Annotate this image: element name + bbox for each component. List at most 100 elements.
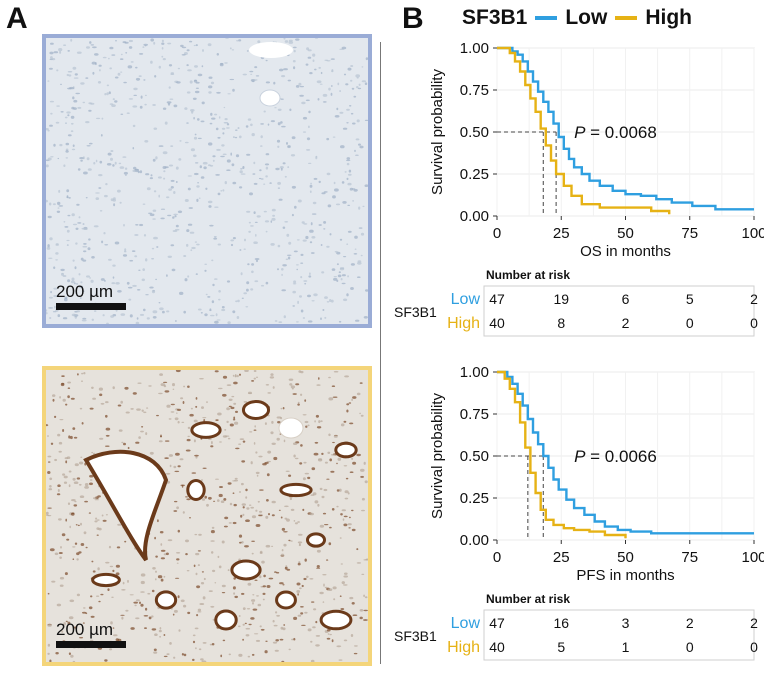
tissue-nucleus (58, 441, 63, 445)
scale-bar-label: 200 µm (56, 620, 114, 639)
tissue-nucleus (355, 138, 360, 141)
tissue-nucleus (170, 72, 174, 75)
tissue-nucleus (359, 609, 364, 612)
risk-table-title: Number at risk (486, 268, 570, 282)
tissue-nucleus (67, 502, 71, 505)
tissue-nucleus (326, 637, 331, 640)
tissue-nucleus (299, 94, 304, 97)
tissue-nucleus (52, 311, 57, 313)
tissue-nucleus (255, 524, 261, 527)
tissue-nucleus (283, 315, 286, 319)
tissue-nucleus (167, 102, 171, 106)
tissue-nucleus (290, 385, 296, 389)
tissue-nucleus (122, 156, 127, 158)
x-tick-label: 25 (553, 225, 570, 242)
tissue-nucleus (105, 427, 111, 431)
tissue-nucleus (320, 244, 323, 246)
tissue-nucleus (194, 65, 198, 68)
tissue-nucleus (276, 437, 280, 441)
tissue-nucleus (93, 161, 96, 165)
tissue-nucleus (251, 599, 256, 602)
tissue-nucleus (303, 461, 307, 464)
tissue-nucleus (95, 117, 101, 120)
panel-divider (380, 42, 381, 664)
tissue-nucleus (356, 119, 360, 123)
tissue-nucleus (265, 175, 268, 178)
tissue-nucleus (152, 104, 156, 106)
tissue-nucleus (301, 221, 305, 224)
tissue-nucleus (205, 293, 208, 296)
tissue-nucleus (270, 243, 275, 246)
tissue-nucleus (128, 98, 134, 100)
tissue-nucleus (268, 577, 274, 580)
tissue-nucleus (282, 162, 286, 165)
tissue-nucleus (346, 159, 351, 162)
tissue-nucleus (354, 149, 356, 152)
tissue-nucleus (332, 136, 336, 138)
tissue-nucleus (230, 406, 235, 410)
tissue-nucleus (47, 157, 52, 161)
tissue-nucleus (161, 55, 164, 58)
tissue-nucleus (66, 229, 70, 233)
tissue-nucleus (83, 607, 86, 609)
tissue-nucleus (324, 316, 327, 319)
tissue-nucleus (61, 630, 64, 633)
tissue-nucleus (213, 500, 216, 502)
tissue-nucleus (346, 403, 350, 406)
tissue-nucleus (327, 451, 331, 454)
tissue-nucleus (46, 514, 49, 516)
tissue-nucleus (346, 243, 349, 245)
tissue-nucleus (81, 319, 87, 322)
tissue-nucleus (344, 490, 349, 494)
tissue-nucleus (124, 540, 127, 543)
tissue-nucleus (282, 627, 286, 631)
tissue-nucleus (240, 173, 246, 175)
tissue-nucleus (46, 199, 48, 203)
tissue-nucleus (212, 155, 216, 158)
tissue-nucleus (195, 162, 199, 164)
tissue-nucleus (228, 398, 233, 401)
tissue-nucleus (278, 509, 281, 511)
tissue-nucleus (255, 451, 258, 454)
tissue-nucleus (339, 111, 344, 114)
tissue-nucleus (291, 136, 296, 140)
tissue-nucleus (99, 160, 103, 164)
tissue-nucleus (142, 46, 145, 48)
tissue-nucleus (82, 259, 87, 262)
tissue-nucleus (277, 187, 281, 189)
tissue-nucleus (115, 40, 117, 42)
tissue-nucleus (248, 623, 252, 626)
tissue-nucleus (249, 70, 254, 73)
tissue-nucleus (240, 514, 243, 518)
tissue-nucleus (72, 259, 75, 262)
tissue-nucleus (72, 660, 76, 662)
tissue-nucleus (258, 177, 262, 180)
tissue-nucleus (111, 54, 116, 56)
tissue-nucleus (172, 216, 175, 219)
tissue-nucleus (326, 478, 330, 480)
tissue-nucleus (159, 627, 162, 630)
tissue-nucleus (265, 153, 270, 156)
tissue-nucleus (74, 73, 78, 76)
tissue-nucleus (271, 420, 274, 424)
tissue-nucleus (175, 370, 181, 373)
tissue-nucleus (101, 514, 104, 517)
tissue-nucleus (220, 62, 224, 65)
tissue-nucleus (232, 586, 236, 590)
tissue-nucleus (323, 228, 326, 230)
tissue-nucleus (80, 522, 82, 526)
tissue-nucleus (259, 625, 262, 628)
tissue-nucleus (353, 253, 358, 255)
tissue-nucleus (47, 507, 52, 509)
tissue-nucleus (173, 656, 176, 659)
tissue-nucleus (149, 213, 155, 217)
tissue-nucleus (58, 552, 63, 554)
tissue-nucleus (159, 307, 164, 311)
tissue-nucleus (181, 54, 186, 56)
tissue-nucleus (364, 596, 368, 599)
tissue-nucleus (120, 113, 124, 116)
tissue-nucleus (77, 222, 82, 224)
tissue-nucleus (173, 510, 178, 512)
tissue-nucleus (170, 145, 174, 147)
tissue-nucleus (211, 526, 215, 529)
